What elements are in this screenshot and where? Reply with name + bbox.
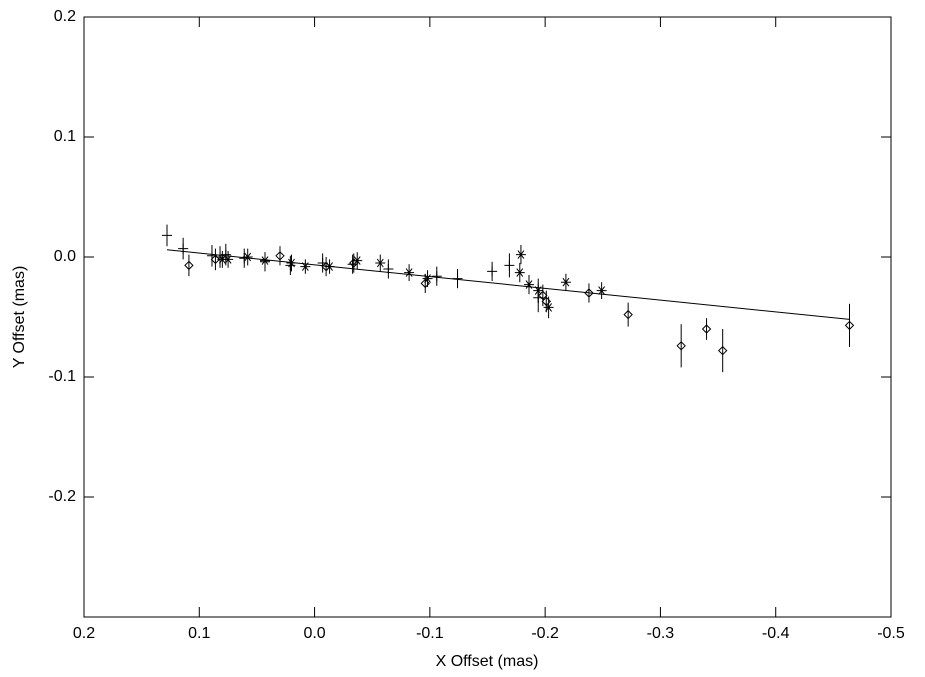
y-tick-label: -0.1: [48, 368, 76, 385]
marker-stroke: [321, 261, 331, 272]
y-axis-label: Y Offset (mas): [11, 266, 28, 369]
x-axis-label: X Offset (mas): [436, 653, 539, 670]
marker-stroke: [487, 266, 498, 277]
marker-stroke: [259, 256, 270, 265]
marker-stroke: [275, 251, 285, 261]
marker-stroke: [584, 288, 594, 298]
data-point: [514, 268, 525, 277]
data-point: [275, 251, 285, 261]
plot-frame: [83, 16, 892, 618]
data-point: [560, 277, 571, 287]
marker-stroke: [184, 260, 194, 271]
marker-stroke: [596, 286, 607, 295]
data-point: [541, 296, 552, 307]
data-point: [487, 266, 498, 277]
data-point: [533, 286, 544, 295]
marker-stroke: [717, 345, 728, 356]
y-tick-label: 0.0: [54, 248, 76, 265]
data-point: [717, 345, 728, 356]
data-point: [375, 258, 386, 268]
marker-stroke: [515, 250, 526, 259]
y-tick-label: 0.1: [54, 128, 76, 145]
data-point: [452, 273, 463, 284]
data-point: [178, 243, 189, 254]
data-point: [259, 256, 270, 265]
data-point: [515, 250, 526, 259]
data-point: [701, 324, 712, 334]
data-point: [349, 258, 359, 268]
marker-stroke: [431, 271, 442, 282]
data-point: [623, 309, 633, 320]
data-point: [420, 278, 430, 289]
marker-stroke: [623, 309, 633, 320]
x-tick-label: 0.0: [303, 625, 325, 642]
marker-stroke: [560, 277, 571, 287]
marker-stroke: [514, 268, 525, 277]
x-tick-label: -0.1: [416, 625, 444, 642]
fit-line: [166, 249, 850, 320]
data-point: [431, 271, 442, 282]
marker-stroke: [844, 320, 855, 331]
data-point: [538, 290, 548, 301]
data-point: [504, 260, 515, 271]
marker-stroke: [676, 341, 686, 351]
marker-stroke: [533, 286, 544, 295]
x-tick-label: -0.5: [877, 625, 905, 642]
data-point: [242, 252, 253, 262]
data-point: [162, 230, 173, 241]
x-tick-label: -0.4: [762, 625, 790, 642]
marker-stroke: [178, 243, 189, 254]
data-point: [321, 261, 331, 272]
data-point: [286, 258, 297, 268]
data-point: [223, 255, 234, 264]
data-point: [383, 264, 394, 274]
data-point: [184, 260, 194, 271]
marker-stroke: [300, 262, 311, 271]
marker-stroke: [404, 268, 415, 277]
marker-stroke: [538, 290, 548, 301]
marker-stroke: [210, 254, 221, 265]
data-point: [596, 286, 607, 295]
x-tick-label: -0.2: [531, 625, 559, 642]
y-tick-label: 0.2: [54, 8, 76, 25]
data-point: [584, 288, 594, 298]
marker-stroke: [242, 252, 253, 262]
marker-stroke: [286, 258, 297, 268]
marker-stroke: [420, 278, 430, 289]
marker-stroke: [375, 258, 386, 268]
marker-stroke: [223, 255, 234, 264]
data-point: [210, 254, 221, 265]
marker-stroke: [524, 280, 535, 289]
marker-stroke: [383, 264, 394, 274]
data-point: [300, 262, 311, 271]
y-tick-label: -0.2: [48, 488, 76, 505]
data-point: [844, 320, 855, 331]
marker-stroke: [349, 258, 359, 268]
data-point: [676, 341, 686, 351]
x-tick-label: -0.3: [647, 625, 675, 642]
marker-stroke: [701, 324, 712, 334]
marker-stroke: [162, 230, 173, 241]
marker-stroke: [504, 260, 515, 271]
x-tick-label: 0.2: [73, 625, 95, 642]
data-point: [404, 268, 415, 277]
marker-stroke: [541, 296, 552, 307]
data-point: [524, 280, 535, 289]
x-tick-label: 0.1: [188, 625, 210, 642]
marker-stroke: [452, 273, 463, 284]
